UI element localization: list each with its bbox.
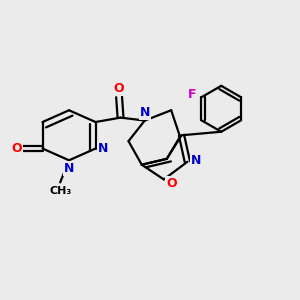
Text: N: N xyxy=(98,142,108,155)
Text: N: N xyxy=(140,106,150,119)
Text: N: N xyxy=(191,154,201,167)
Text: F: F xyxy=(188,88,197,101)
Text: O: O xyxy=(12,142,22,155)
Text: N: N xyxy=(64,162,74,175)
Text: O: O xyxy=(166,177,176,190)
Text: O: O xyxy=(114,82,124,95)
Text: CH₃: CH₃ xyxy=(49,186,71,196)
